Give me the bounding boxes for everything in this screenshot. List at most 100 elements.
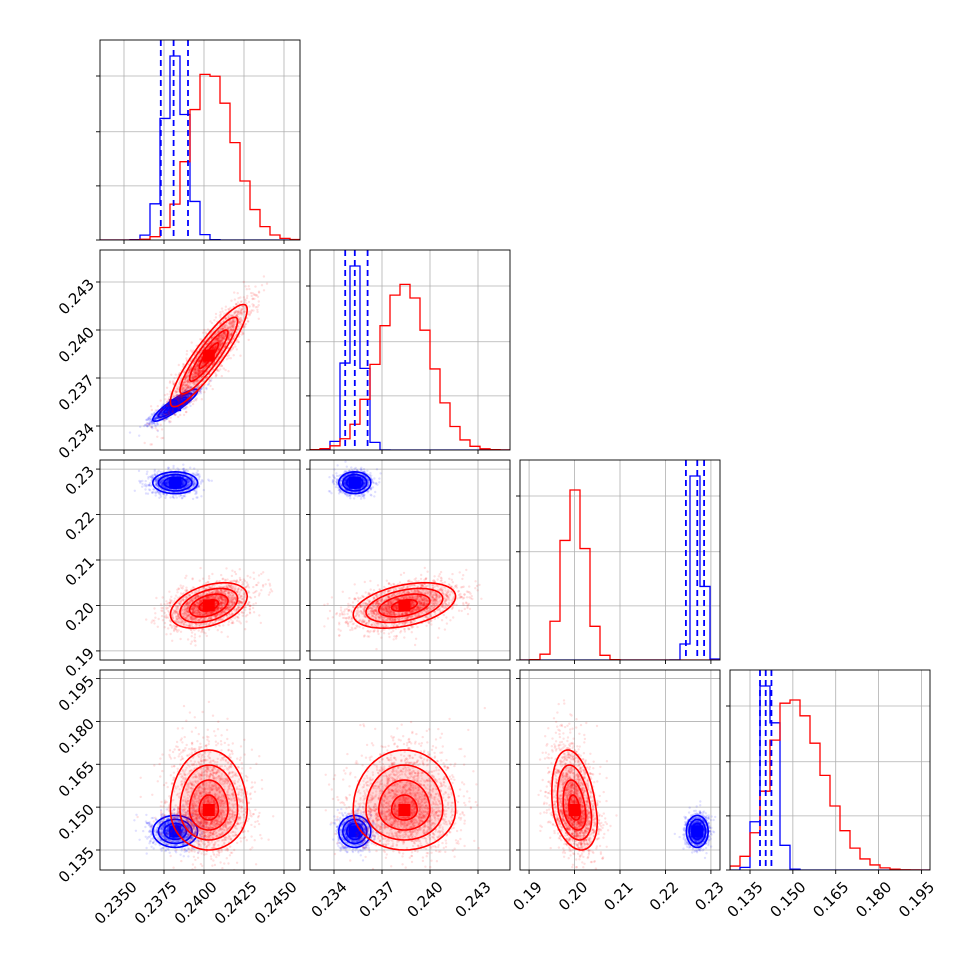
scatter-point — [189, 404, 192, 408]
scatter-point — [178, 394, 181, 397]
scatter-point — [156, 423, 159, 426]
scatter-point — [187, 393, 190, 397]
scatter-point — [201, 480, 204, 483]
scatter-point — [177, 394, 180, 397]
scatter-point — [148, 415, 151, 419]
scatter-point — [176, 409, 180, 412]
scatter-point — [138, 479, 141, 483]
scatter-point — [254, 306, 258, 309]
scatter-point — [154, 417, 157, 420]
scatter-point — [213, 345, 216, 349]
scatter-point — [148, 488, 151, 491]
scatter-point — [147, 417, 151, 420]
scatter-point — [150, 422, 153, 426]
scatter-point — [235, 348, 238, 351]
scatter-point — [228, 322, 231, 325]
scatter-point — [218, 314, 222, 317]
scatter-point — [194, 375, 197, 378]
scatter-point — [185, 410, 188, 414]
scatter-point — [262, 275, 266, 278]
scatter-point — [141, 482, 144, 486]
scatter-point — [229, 333, 233, 336]
scatter-point — [166, 393, 169, 396]
scatter-point — [166, 413, 169, 417]
scatter-point — [215, 374, 218, 377]
scatter-point — [177, 363, 180, 367]
scatter-point — [164, 398, 167, 401]
scatter-point — [229, 329, 233, 332]
scatter-point — [200, 355, 203, 359]
scatter-point — [207, 382, 210, 386]
scatter-point — [207, 363, 210, 366]
scatter-point — [144, 423, 147, 427]
scatter-point — [146, 470, 149, 473]
scatter-point — [160, 413, 164, 416]
scatter-point — [150, 420, 153, 423]
scatter-point — [215, 331, 219, 335]
scatter-point — [265, 282, 269, 285]
scatter-point — [203, 391, 206, 394]
scatter-point — [186, 394, 190, 397]
scatter-point — [161, 413, 165, 416]
scatter-point — [244, 325, 247, 328]
scatter-point — [251, 292, 254, 295]
scatter-point — [253, 297, 256, 301]
scatter-point — [152, 412, 156, 415]
scatter-point — [220, 338, 223, 341]
scatter-point — [198, 369, 202, 372]
scatter-point — [156, 413, 159, 417]
scatter-point — [173, 377, 176, 380]
scatter-point — [247, 310, 251, 313]
scatter-point — [233, 311, 237, 314]
scatter-point — [222, 332, 226, 335]
scatter-point — [150, 443, 154, 446]
scatter-point — [175, 496, 178, 499]
scatter-point — [233, 298, 237, 301]
scatter-point — [237, 309, 240, 312]
scatter-point — [181, 398, 184, 402]
scatter-point — [192, 390, 195, 393]
scatter-point — [227, 370, 230, 373]
scatter-point — [201, 361, 205, 365]
scatter-point — [217, 336, 220, 339]
scatter-point — [191, 402, 195, 406]
scatter-point — [221, 337, 224, 341]
scatter-point — [197, 369, 200, 372]
scatter-point — [228, 336, 231, 339]
scatter-point — [213, 346, 217, 350]
scatter-point — [215, 352, 218, 355]
scatter-point — [159, 399, 162, 402]
scatter-point — [187, 386, 190, 390]
scatter-point — [187, 394, 191, 398]
scatter-point — [197, 369, 200, 373]
scatter-point — [194, 398, 197, 401]
scatter-point — [165, 404, 169, 407]
scatter-point — [150, 420, 153, 424]
scatter-point — [236, 338, 239, 342]
scatter-point — [173, 413, 177, 417]
scatter-point — [165, 409, 169, 412]
scatter-point — [151, 413, 154, 416]
scatter-point — [247, 338, 250, 342]
scatter-point — [183, 388, 187, 392]
scatter-point — [227, 326, 231, 329]
panel-frame — [99, 39, 301, 241]
scatter-point — [162, 413, 165, 416]
scatter-point — [155, 416, 159, 420]
scatter-point — [196, 364, 199, 368]
panel-1-1 — [306, 249, 511, 454]
scatter-point — [149, 405, 153, 408]
scatter-point — [232, 354, 235, 357]
scatter-point — [174, 373, 177, 376]
scatter-point — [184, 407, 187, 410]
scatter-point — [239, 296, 242, 299]
scatter-point — [220, 364, 224, 368]
scatter-point — [144, 479, 147, 483]
scatter-point — [187, 381, 190, 384]
scatter-point — [183, 377, 186, 381]
scatter-point — [154, 416, 157, 419]
scatter-point — [149, 415, 152, 418]
scatter-point — [216, 337, 220, 340]
scatter-point — [201, 369, 204, 372]
scatter-point — [224, 332, 227, 335]
